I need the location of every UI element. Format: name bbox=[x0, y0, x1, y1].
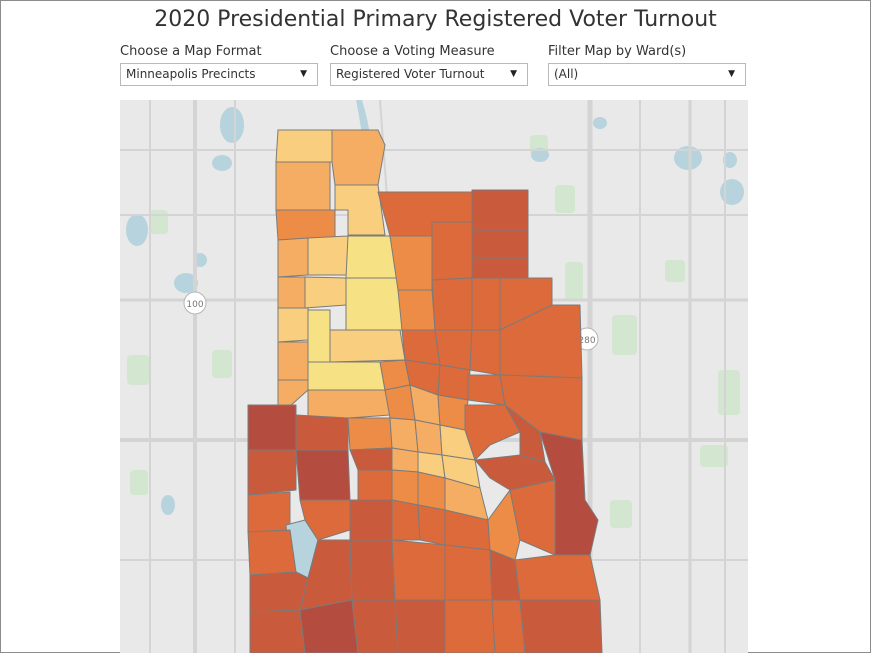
precinct[interactable] bbox=[351, 599, 399, 653]
precinct[interactable] bbox=[431, 277, 473, 331]
precinct[interactable] bbox=[247, 491, 291, 533]
precinct[interactable] bbox=[307, 389, 391, 419]
basemap-parks bbox=[127, 135, 740, 528]
ward-filter-value: (All) bbox=[554, 67, 579, 81]
precinct[interactable] bbox=[437, 364, 471, 401]
precinct[interactable] bbox=[469, 329, 501, 376]
precinct[interactable] bbox=[431, 221, 473, 281]
precinct[interactable] bbox=[247, 529, 297, 576]
precinct[interactable] bbox=[349, 447, 393, 471]
map-format-value: Minneapolis Precincts bbox=[126, 67, 256, 81]
precinct[interactable] bbox=[277, 237, 309, 278]
precinct[interactable] bbox=[389, 235, 433, 291]
dropdown-arrow-icon: ▼ bbox=[510, 69, 517, 79]
map-format-dropdown[interactable]: Minneapolis Precincts ▼ bbox=[120, 63, 318, 86]
precinct[interactable] bbox=[304, 276, 347, 309]
precinct[interactable] bbox=[349, 499, 393, 541]
dropdown-arrow-icon: ▼ bbox=[728, 69, 735, 79]
highway-100-label: 100 bbox=[186, 300, 203, 310]
dropdown-arrow-icon: ▼ bbox=[300, 69, 307, 79]
precinct[interactable] bbox=[471, 189, 529, 231]
map-format-control: Choose a Map Format Minneapolis Precinct… bbox=[120, 44, 318, 86]
highway-280-label: 280 bbox=[578, 336, 595, 346]
precinct-map[interactable]: 100 280 bbox=[120, 100, 748, 653]
precinct[interactable] bbox=[394, 599, 446, 653]
precinct[interactable] bbox=[391, 469, 419, 506]
voting-measure-label: Choose a Voting Measure bbox=[330, 44, 495, 59]
precinct[interactable] bbox=[277, 307, 309, 343]
precinct[interactable] bbox=[331, 129, 386, 186]
precinct[interactable] bbox=[487, 489, 521, 561]
precinct[interactable] bbox=[249, 609, 306, 653]
precinct[interactable] bbox=[401, 329, 441, 366]
precinct[interactable] bbox=[471, 277, 501, 331]
precinct[interactable] bbox=[249, 571, 309, 613]
precinct[interactable] bbox=[345, 235, 399, 279]
ward-filter-dropdown[interactable]: (All) ▼ bbox=[548, 63, 746, 86]
ward-filter-label: Filter Map by Ward(s) bbox=[548, 44, 687, 59]
precinct[interactable] bbox=[275, 161, 331, 211]
precinct[interactable] bbox=[389, 417, 419, 453]
precinct[interactable] bbox=[247, 449, 297, 496]
precinct[interactable] bbox=[299, 499, 351, 541]
precinct[interactable] bbox=[471, 257, 529, 279]
precinct[interactable] bbox=[295, 449, 351, 501]
precinct[interactable] bbox=[414, 419, 443, 456]
precinct[interactable] bbox=[467, 374, 506, 406]
voting-measure-control: Choose a Voting Measure Registered Voter… bbox=[330, 44, 528, 86]
precinct[interactable] bbox=[357, 469, 393, 501]
precinct[interactable] bbox=[329, 329, 406, 363]
map-format-label: Choose a Map Format bbox=[120, 44, 262, 59]
precinct[interactable] bbox=[299, 599, 359, 653]
precinct[interactable] bbox=[391, 499, 421, 541]
precinct[interactable] bbox=[519, 599, 603, 653]
precinct[interactable] bbox=[347, 417, 393, 451]
precinct[interactable] bbox=[349, 539, 396, 601]
precinct[interactable] bbox=[471, 229, 529, 259]
voting-measure-dropdown[interactable]: Registered Voter Turnout ▼ bbox=[330, 63, 528, 86]
precinct[interactable] bbox=[444, 599, 496, 653]
precinct[interactable] bbox=[417, 471, 446, 511]
precinct[interactable] bbox=[391, 539, 446, 601]
precinct-layer[interactable] bbox=[247, 129, 603, 653]
precinct[interactable] bbox=[275, 129, 333, 163]
precinct[interactable] bbox=[345, 277, 403, 331]
precinct[interactable] bbox=[307, 309, 331, 363]
precinct[interactable] bbox=[434, 329, 473, 371]
precinct[interactable] bbox=[275, 209, 336, 241]
precinct[interactable] bbox=[307, 235, 349, 276]
precinct[interactable] bbox=[307, 361, 386, 391]
precinct[interactable] bbox=[444, 544, 493, 601]
ward-filter-control: Filter Map by Ward(s) (All) ▼ bbox=[548, 44, 746, 86]
precinct[interactable] bbox=[514, 554, 601, 601]
precinct[interactable] bbox=[277, 341, 309, 381]
precinct[interactable] bbox=[397, 289, 436, 331]
precinct[interactable] bbox=[391, 447, 419, 473]
page-title: 2020 Presidential Primary Registered Vot… bbox=[154, 7, 717, 32]
precinct[interactable] bbox=[295, 414, 349, 451]
basemap-lakes bbox=[126, 100, 744, 515]
precinct[interactable] bbox=[247, 404, 297, 451]
voting-measure-value: Registered Voter Turnout bbox=[336, 67, 485, 81]
precinct[interactable] bbox=[277, 276, 306, 309]
precinct[interactable] bbox=[417, 504, 446, 546]
precinct-map-svg[interactable]: 100 280 bbox=[120, 100, 748, 653]
precinct[interactable] bbox=[437, 394, 469, 431]
precinct[interactable] bbox=[491, 599, 526, 653]
